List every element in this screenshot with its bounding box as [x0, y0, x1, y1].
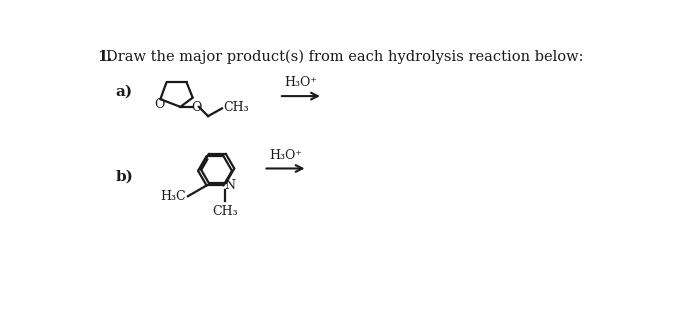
Text: 1.: 1. [97, 50, 112, 64]
Text: H₃C: H₃C [161, 190, 186, 203]
Text: b): b) [116, 169, 134, 183]
Text: H₃O⁺: H₃O⁺ [284, 76, 317, 89]
Text: CH₃: CH₃ [224, 101, 249, 114]
Text: N: N [224, 179, 235, 192]
Text: O: O [155, 98, 165, 111]
Text: Draw the major product(s) from each hydrolysis reaction below:: Draw the major product(s) from each hydr… [106, 50, 584, 64]
Text: a): a) [116, 84, 132, 98]
Text: H₃O⁺: H₃O⁺ [269, 149, 302, 162]
Text: CH₃: CH₃ [213, 205, 238, 218]
Text: O: O [191, 101, 201, 114]
